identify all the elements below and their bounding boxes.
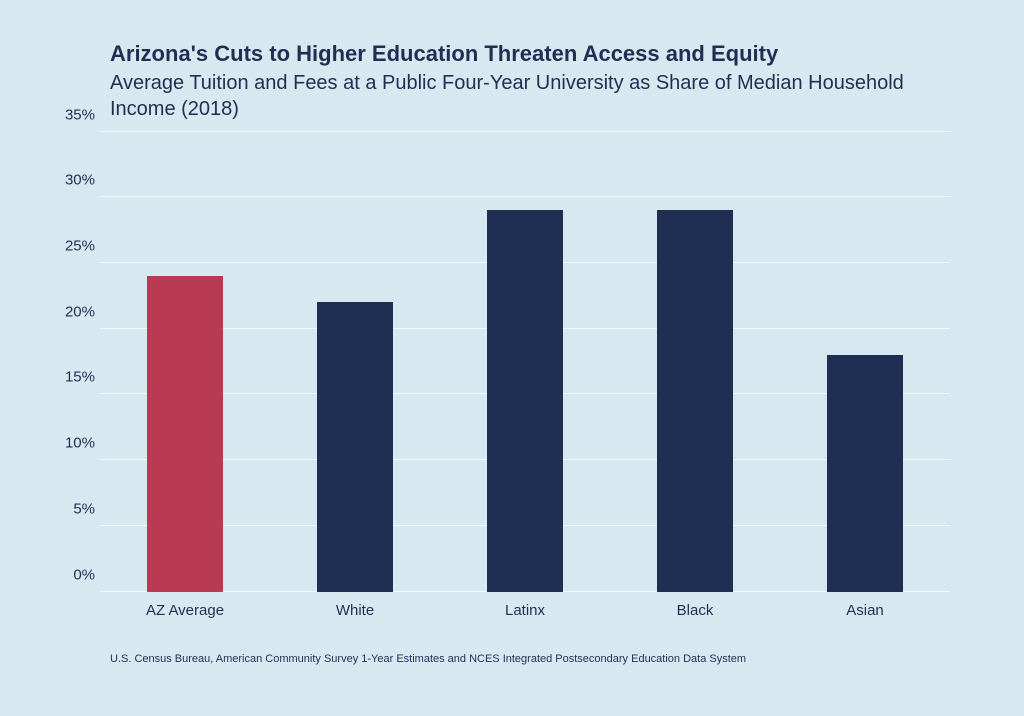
bar <box>487 210 563 591</box>
x-tick-label: Latinx <box>440 602 610 619</box>
bar <box>827 355 903 592</box>
chart-container: Arizona's Cuts to Higher Education Threa… <box>0 0 1024 716</box>
bar-slot <box>610 132 780 592</box>
bar-slot <box>270 132 440 592</box>
x-axis-labels: AZ AverageWhiteLatinxBlackAsian <box>100 602 950 619</box>
x-tick-label: White <box>270 602 440 619</box>
bar <box>657 210 733 591</box>
bars-group <box>100 132 950 592</box>
bar-slot <box>780 132 950 592</box>
x-tick-label: AZ Average <box>100 602 270 619</box>
bar-slot <box>100 132 270 592</box>
bar-slot <box>440 132 610 592</box>
y-tick-label: 5% <box>73 500 95 517</box>
chart-subtitle: Average Tuition and Fees at a Public Fou… <box>110 70 930 122</box>
x-tick-label: Asian <box>780 602 950 619</box>
y-tick-label: 25% <box>65 237 95 254</box>
title-block: Arizona's Cuts to Higher Education Threa… <box>110 40 930 122</box>
y-axis: 0%5%10%15%20%25%30%35% <box>45 132 95 592</box>
y-tick-label: 20% <box>65 303 95 320</box>
x-tick-label: Black <box>610 602 780 619</box>
source-note: U.S. Census Bureau, American Community S… <box>110 652 830 666</box>
bar <box>147 276 223 591</box>
y-tick-label: 35% <box>65 106 95 123</box>
y-tick-label: 15% <box>65 369 95 386</box>
plot-area: 0%5%10%15%20%25%30%35% AZ AverageWhiteLa… <box>100 132 950 592</box>
bar <box>317 302 393 591</box>
y-tick-label: 30% <box>65 172 95 189</box>
y-tick-label: 0% <box>73 566 95 583</box>
chart-title: Arizona's Cuts to Higher Education Threa… <box>110 40 930 68</box>
y-tick-label: 10% <box>65 435 95 452</box>
